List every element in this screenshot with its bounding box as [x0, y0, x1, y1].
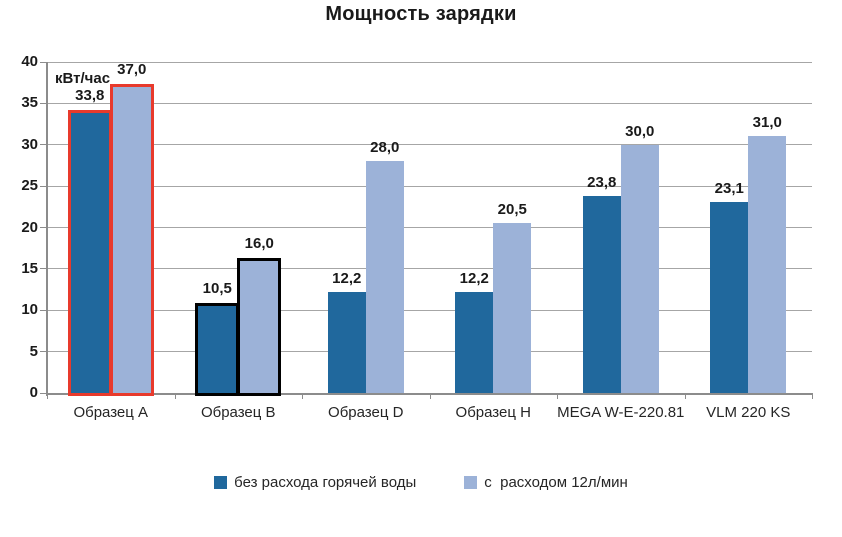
legend-item-0: без расхода горячей воды [214, 474, 416, 491]
data-label: 20,5 [497, 201, 527, 219]
legend-swatch-dark [214, 476, 228, 489]
bar-dark-0 [67, 110, 112, 396]
x-axis-tick [302, 393, 303, 399]
x-axis-tick [557, 393, 558, 399]
bar-light-5 [748, 136, 787, 393]
data-label: 23,8 [587, 174, 617, 192]
legend-swatch-light [464, 476, 478, 489]
y-axis-tick [40, 144, 47, 146]
category-label-2: Образец D [328, 404, 404, 421]
data-label: 30,0 [625, 122, 655, 140]
category-label-3: Образец H [455, 404, 531, 421]
y-axis-tick [40, 351, 47, 353]
gridline [47, 61, 812, 63]
y-axis-tick-label: 5 [29, 342, 38, 360]
legend: без расхода горячей воды с расходом 12л/м… [0, 474, 842, 491]
data-label: 23,1 [714, 179, 744, 197]
bar-light-0 [109, 83, 154, 396]
y-axis-tick [40, 268, 47, 270]
category-label-1: Образец B [200, 404, 276, 421]
chart-title: Мощность зарядки [325, 3, 517, 25]
bar-dark-4 [582, 196, 621, 393]
legend-label-1: с расходом 12л/мин [484, 474, 628, 491]
y-axis-tick [40, 392, 47, 394]
data-label: 16,0 [244, 234, 274, 252]
legend-label-0: без расхода горячей воды [234, 474, 417, 491]
y-axis-unit-label: кВт/час [55, 70, 111, 87]
bar-light-2 [365, 161, 404, 393]
bar-dark-3 [455, 292, 494, 393]
y-axis-tick-label: 20 [21, 218, 38, 236]
gridline [47, 144, 812, 146]
y-axis-tick [40, 61, 47, 63]
y-axis-tick [40, 185, 47, 187]
y-axis-tick-label: 10 [21, 301, 38, 319]
y-axis-tick-label: 25 [21, 177, 38, 195]
x-axis-tick [684, 393, 686, 399]
category-label-0: Образец A [73, 404, 149, 421]
bar-light-1 [237, 257, 282, 396]
bar-dark-5 [710, 201, 749, 393]
bar-light-3 [493, 223, 532, 393]
data-label: 12,2 [459, 270, 489, 288]
gridline [47, 309, 812, 311]
y-axis-tick [40, 309, 47, 311]
y-axis-tick-label: 30 [21, 135, 38, 153]
gridline [47, 268, 812, 270]
x-axis-tick [47, 393, 48, 399]
data-label: 12,2 [332, 270, 362, 288]
category-label-4: MEGA W-E-220.81 [557, 404, 685, 421]
gridline [47, 102, 812, 104]
y-axis-tick [40, 102, 47, 104]
y-axis-tick-label: 15 [21, 259, 38, 277]
data-label: 33,8 [75, 87, 105, 105]
legend-item-1: с расходом 12л/мин [464, 474, 628, 491]
data-label: 37,0 [117, 60, 147, 78]
category-label-5: VLM 220 KS [706, 404, 791, 421]
data-label: 28,0 [370, 139, 400, 157]
data-label: 10,5 [202, 280, 232, 298]
gridline [47, 227, 812, 228]
data-label: 31,0 [752, 114, 782, 132]
x-axis-tick [429, 393, 431, 399]
y-axis-tick-label: 35 [21, 94, 38, 112]
y-axis-tick [40, 227, 47, 228]
bar-dark-1 [195, 303, 240, 396]
y-axis-line [46, 62, 48, 396]
y-axis-tick-label: 0 [29, 384, 38, 401]
gridline [47, 185, 812, 187]
x-axis-tick [812, 393, 813, 399]
gridline [47, 351, 812, 353]
bar-light-4 [620, 144, 659, 393]
plot-area: 33,8 37,0 10,5 16,0 12,2 28,0 12,2 20,5 23,8 30,0… [40, 60, 813, 399]
x-axis-tick [174, 393, 176, 399]
bar-dark-2 [327, 292, 366, 393]
y-axis-tick-label: 40 [21, 53, 38, 70]
